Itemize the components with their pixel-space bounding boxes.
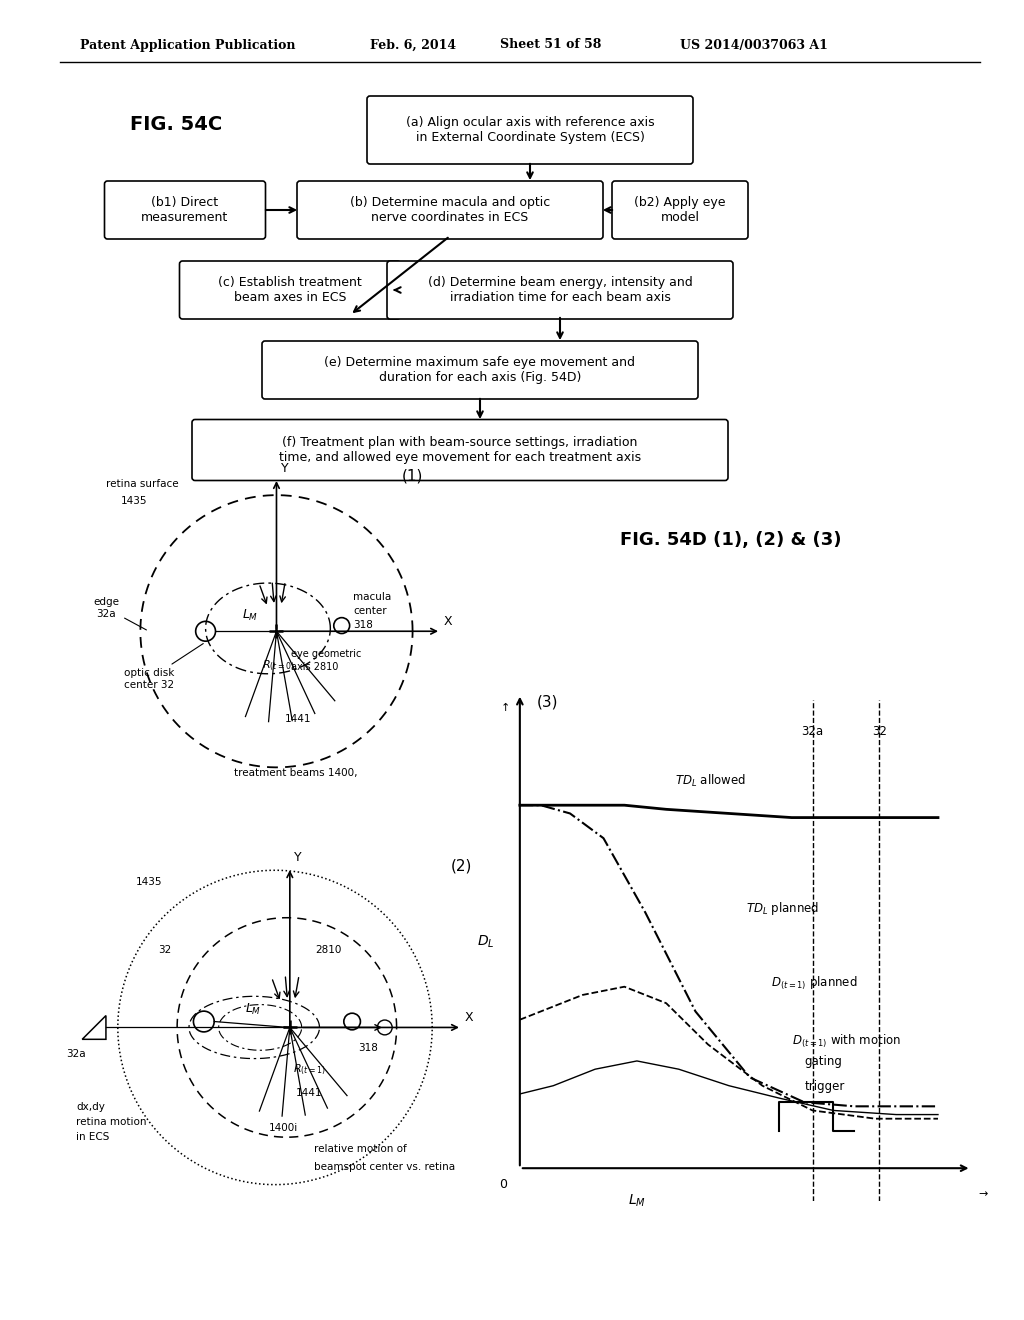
Text: 1435: 1435 bbox=[121, 495, 147, 506]
Text: axis 2810: axis 2810 bbox=[291, 661, 338, 672]
Text: (f) Treatment plan with beam-source settings, irradiation
time, and allowed eye : (f) Treatment plan with beam-source sett… bbox=[279, 436, 641, 465]
Text: 318: 318 bbox=[358, 1043, 378, 1053]
Text: $L_M$: $L_M$ bbox=[628, 1193, 646, 1209]
Text: US 2014/0037063 A1: US 2014/0037063 A1 bbox=[680, 38, 827, 51]
FancyBboxPatch shape bbox=[297, 181, 603, 239]
Text: retina motion: retina motion bbox=[76, 1117, 146, 1127]
Text: dx,dy: dx,dy bbox=[76, 1102, 105, 1113]
Text: 32: 32 bbox=[159, 945, 172, 956]
Text: 318: 318 bbox=[353, 620, 373, 631]
Text: $D_{(t=1)}$ planned: $D_{(t=1)}$ planned bbox=[771, 974, 857, 991]
Text: 0: 0 bbox=[499, 1179, 507, 1191]
FancyBboxPatch shape bbox=[367, 96, 693, 164]
Text: $R_{(t=1)}$: $R_{(t=1)}$ bbox=[293, 1063, 326, 1077]
Text: X: X bbox=[465, 1011, 473, 1024]
Text: beamspot center vs. retina: beamspot center vs. retina bbox=[313, 1162, 455, 1172]
Text: macula: macula bbox=[353, 593, 391, 602]
FancyBboxPatch shape bbox=[179, 261, 400, 319]
Text: $D_L$: $D_L$ bbox=[477, 933, 495, 949]
Text: Y: Y bbox=[281, 462, 289, 475]
FancyBboxPatch shape bbox=[612, 181, 748, 239]
Text: Y: Y bbox=[294, 851, 302, 865]
Text: Sheet 51 of 58: Sheet 51 of 58 bbox=[500, 38, 601, 51]
Text: 1400i: 1400i bbox=[269, 1123, 299, 1134]
Text: Feb. 6, 2014: Feb. 6, 2014 bbox=[370, 38, 456, 51]
Text: (3): (3) bbox=[537, 694, 558, 709]
FancyBboxPatch shape bbox=[387, 261, 733, 319]
Text: optic disk
center 32: optic disk center 32 bbox=[124, 644, 204, 690]
Text: 32a: 32a bbox=[802, 725, 823, 738]
Text: retina surface: retina surface bbox=[106, 479, 179, 488]
Text: $D_{(t=1)}$ with motion: $D_{(t=1)}$ with motion bbox=[792, 1032, 900, 1049]
Text: relative motion of: relative motion of bbox=[313, 1144, 407, 1154]
Text: $\uparrow$: $\uparrow$ bbox=[498, 700, 509, 713]
Text: 1435: 1435 bbox=[135, 876, 162, 887]
Text: (b) Determine macula and optic
nerve coordinates in ECS: (b) Determine macula and optic nerve coo… bbox=[350, 195, 550, 224]
Text: $L_M$: $L_M$ bbox=[246, 1002, 261, 1016]
Text: 1441: 1441 bbox=[296, 1088, 323, 1098]
Text: (2): (2) bbox=[452, 858, 472, 874]
Text: treatment beams 1400,: treatment beams 1400, bbox=[233, 768, 357, 777]
Text: FIG. 54C: FIG. 54C bbox=[130, 116, 222, 135]
Text: edge
32a: edge 32a bbox=[93, 598, 146, 630]
Text: $L_M$: $L_M$ bbox=[243, 607, 259, 623]
Text: (b1) Direct
measurement: (b1) Direct measurement bbox=[141, 195, 228, 224]
Text: Patent Application Publication: Patent Application Publication bbox=[80, 38, 296, 51]
Text: center: center bbox=[353, 606, 387, 616]
Text: $TD_L$ allowed: $TD_L$ allowed bbox=[675, 772, 745, 788]
Text: FIG. 54D (1), (2) & (3): FIG. 54D (1), (2) & (3) bbox=[620, 531, 842, 549]
Text: (e) Determine maximum safe eye movement and
duration for each axis (Fig. 54D): (e) Determine maximum safe eye movement … bbox=[325, 356, 636, 384]
Text: eye geometric: eye geometric bbox=[291, 648, 361, 659]
Text: 32a: 32a bbox=[67, 1049, 86, 1059]
Text: 32: 32 bbox=[872, 725, 887, 738]
Text: in ECS: in ECS bbox=[76, 1133, 110, 1142]
FancyBboxPatch shape bbox=[104, 181, 265, 239]
Text: X: X bbox=[443, 615, 453, 628]
FancyBboxPatch shape bbox=[193, 420, 728, 480]
Text: (1): (1) bbox=[401, 469, 423, 484]
Text: $\rightarrow$: $\rightarrow$ bbox=[976, 1188, 988, 1199]
Text: (b2) Apply eye
model: (b2) Apply eye model bbox=[634, 195, 726, 224]
Text: 2810: 2810 bbox=[315, 945, 342, 956]
Text: 1441: 1441 bbox=[285, 714, 311, 723]
Text: (c) Establish treatment
beam axes in ECS: (c) Establish treatment beam axes in ECS bbox=[218, 276, 361, 304]
Text: (d) Determine beam energy, intensity and
irradiation time for each beam axis: (d) Determine beam energy, intensity and… bbox=[428, 276, 692, 304]
FancyBboxPatch shape bbox=[262, 341, 698, 399]
Text: $R_{(t=0)}$: $R_{(t=0)}$ bbox=[262, 659, 295, 673]
Text: trigger: trigger bbox=[804, 1080, 845, 1093]
Text: gating: gating bbox=[804, 1055, 842, 1068]
Text: (a) Align ocular axis with reference axis
in External Coordinate System (ECS): (a) Align ocular axis with reference axi… bbox=[406, 116, 654, 144]
Text: $TD_L$ planned: $TD_L$ planned bbox=[745, 900, 819, 917]
